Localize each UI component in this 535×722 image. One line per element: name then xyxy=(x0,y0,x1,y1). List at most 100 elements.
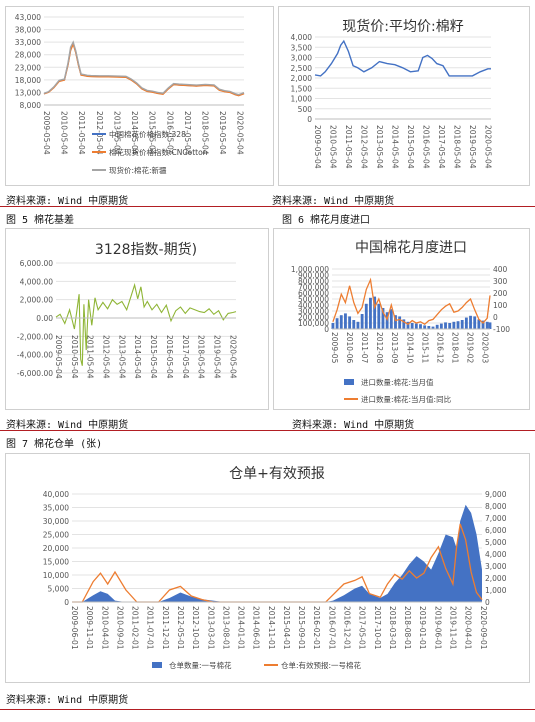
y2-tick-label: 200 xyxy=(493,289,508,298)
x-tick-label: 2014-05-04 xyxy=(390,125,399,169)
x-tick-label: 2019-01-01 xyxy=(418,606,427,650)
x-tick-label: 2010-05-04 xyxy=(70,335,79,379)
legend-label: 中国棉花价格指数:328 xyxy=(109,129,186,139)
x-tick-label: 2016-12 xyxy=(435,332,444,364)
bar xyxy=(360,314,364,329)
x-tick-label: 2020-05-04 xyxy=(228,335,237,379)
index-futures-spread-chart: 3128指数-期货) -6,000.00 -4,000.00 -2,000.00 0.0… xyxy=(17,241,237,379)
series-line xyxy=(332,277,491,325)
x-tick-label: 2018-08-01 xyxy=(403,606,412,650)
series-line xyxy=(43,41,245,97)
x-tick-label: 2017-05-04 xyxy=(183,111,192,155)
y-tick-label: 2,000 xyxy=(291,74,313,83)
x-tick-label: 2020-03 xyxy=(481,332,490,364)
x-tick-label: 2019-05-04 xyxy=(218,111,227,155)
y-tick-label: -6,000.00 xyxy=(17,369,53,378)
y-tick-label: 43,000 xyxy=(15,13,41,22)
x-tick-label: 2020-09-01 xyxy=(479,606,488,650)
cotton-import-chart-panel: 中国棉花月度进口 0 100,000 200,000 300,000 400,000 500… xyxy=(273,228,530,410)
chart-title: 现货价:平均价:棉籽 xyxy=(342,18,463,35)
bar xyxy=(339,315,343,329)
source-note: 资料来源: Wind 中原期货 xyxy=(6,420,129,431)
x-tick-label: 2015-09-01 xyxy=(297,606,306,650)
bar xyxy=(389,309,393,329)
y-tick-label: 40,000 xyxy=(43,490,69,499)
cotton-basis-chart-panel: 8,000 13,000 18,000 23,000 28,000 33,000 38,00… xyxy=(5,6,274,186)
x-tick-label: 2012-10-01 xyxy=(191,606,200,650)
x-tick-label: 2020-05-04 xyxy=(483,125,492,169)
x-tick-label: 2019-05-04 xyxy=(212,335,221,379)
bar xyxy=(369,297,372,329)
bar xyxy=(410,323,414,329)
x-tick-label: 2019-02 xyxy=(466,332,475,364)
bar xyxy=(488,322,492,329)
bar xyxy=(398,316,402,329)
divider xyxy=(0,430,535,431)
x-tick-label: 2009-06-01 xyxy=(70,606,79,650)
y2-tick-label: 4,000 xyxy=(485,550,507,559)
bar xyxy=(381,308,385,329)
x-tick-label: 2020-04-01 xyxy=(464,606,473,650)
bar xyxy=(335,318,339,329)
y2-tick-label: 5,000 xyxy=(485,538,507,547)
x-tick-label: 2020-05-04 xyxy=(236,111,245,155)
y-tick-label: 20,000 xyxy=(43,544,69,553)
figure-caption-fig5: 图 5 棉花基差 xyxy=(6,215,75,226)
chart-title: 3128指数-期货) xyxy=(95,241,197,258)
bar xyxy=(377,303,381,329)
source-note: 资料来源: Wind 中原期货 xyxy=(6,695,129,706)
y-tick-label: 1,000,000 xyxy=(291,265,329,274)
warehouse-receipt-chart-panel: 仓单+有效预报 0 5,000 10,000 15,000 20,000 25,000 30,… xyxy=(5,453,530,683)
legend-label: 仓单:有效预报:一号棉花 xyxy=(281,660,362,670)
legend-label: 棉花现货价格指数:CNCotton xyxy=(109,147,208,157)
x-tick-label: 2012-05-01 xyxy=(176,606,185,650)
source-note: 资料来源: Wind 中原期货 xyxy=(292,420,415,431)
x-tick-label: 2013-05-04 xyxy=(112,111,121,155)
x-tick-label: 2011-05-04 xyxy=(77,111,86,155)
bar xyxy=(356,321,360,329)
x-tick-label: 2011-05-04 xyxy=(344,125,353,169)
bar xyxy=(394,315,397,329)
legend-swatch xyxy=(344,379,354,385)
y-tick-label: 10,000 xyxy=(43,571,69,580)
x-tick-label: 2009-05-04 xyxy=(54,335,63,379)
bar xyxy=(431,326,435,329)
series-line xyxy=(43,42,245,97)
x-tick-label: 2018-05-04 xyxy=(197,335,206,379)
x-tick-label: 2016-02-01 xyxy=(312,606,321,650)
x-tick-label: 2016-12-01 xyxy=(343,606,352,650)
y-tick-label: 0 xyxy=(324,325,329,334)
series-area xyxy=(72,504,482,602)
x-tick-label: 2014-10 xyxy=(405,332,414,364)
y-tick-label: 600,000 xyxy=(298,289,329,298)
y-tick-label: 1,500 xyxy=(291,84,313,93)
bar xyxy=(364,303,368,329)
x-tick-label: 2010-09-01 xyxy=(115,606,124,650)
y-tick-label: 0 xyxy=(307,115,312,124)
bar xyxy=(373,296,377,329)
x-tick-label: 2014-01-01 xyxy=(237,606,246,650)
y2-tick-label: 300 xyxy=(493,277,508,286)
y2-tick-label: 3,000 xyxy=(485,562,507,571)
bar xyxy=(352,320,356,329)
y-tick-label: 3,500 xyxy=(291,43,313,52)
x-tick-label: 2013-03-01 xyxy=(206,606,215,650)
x-tick-label: 2014-11-01 xyxy=(267,606,276,650)
y-tick-label: 300,000 xyxy=(298,307,329,316)
x-tick-label: 2014-06-01 xyxy=(252,606,261,650)
cotton-import-chart: 中国棉花月度进口0100,000200,000300,000400,000500… xyxy=(291,239,510,404)
x-tick-label: 2009-05 xyxy=(330,332,339,364)
x-tick-label: 2009-05-04 xyxy=(313,125,322,169)
x-tick-label: 2017-10-01 xyxy=(373,606,382,650)
x-tick-label: 2018-05-04 xyxy=(200,111,209,155)
y-tick-label: -2,000.00 xyxy=(17,332,53,341)
bar xyxy=(456,321,460,329)
bar xyxy=(406,321,410,329)
x-tick-label: 2016-07-01 xyxy=(327,606,336,650)
y2-tick-label: 1,000 xyxy=(485,586,507,595)
x-tick-label: 2015-05-04 xyxy=(148,111,157,155)
y-tick-label: 5,000 xyxy=(48,585,70,594)
chart-title: 中国棉花月度进口 xyxy=(355,239,467,256)
x-tick-label: 2012-08 xyxy=(375,332,384,364)
